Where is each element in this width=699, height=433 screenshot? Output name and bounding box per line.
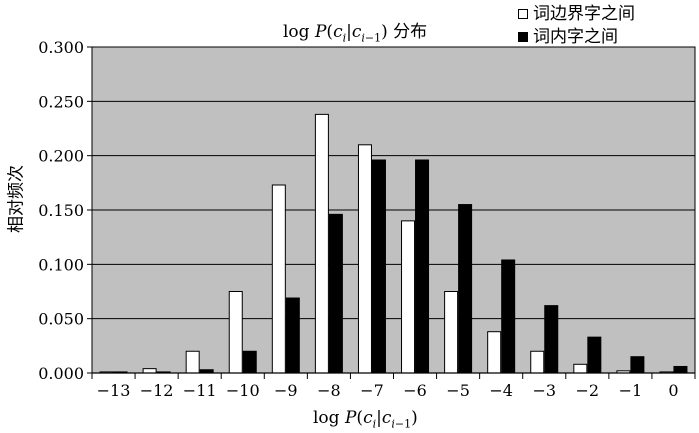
x-tick-label: −5 bbox=[446, 381, 470, 400]
legend: 词边界字之间 词内字之间 bbox=[518, 2, 635, 48]
x-axis-ticks: −13 −12 −11 −10 −9 −8 −7 −6 −5 −4 −3 −2 −1 0 bbox=[91, 372, 696, 400]
y-tick-label: 0.050 bbox=[38, 310, 84, 329]
legend-label-inner: 词内字之间 bbox=[533, 26, 618, 47]
plot-area bbox=[91, 46, 696, 374]
y-tick-label: 0.200 bbox=[38, 147, 84, 166]
bar-boundary bbox=[530, 350, 545, 374]
bar-boundary bbox=[487, 331, 502, 374]
x-axis-label: log P(ci|ci−1) bbox=[313, 408, 418, 431]
bar-boundary bbox=[314, 113, 329, 374]
x-tick-label: −11 bbox=[183, 381, 217, 400]
bar-boundary bbox=[357, 144, 372, 374]
bars bbox=[99, 113, 688, 374]
legend-swatch-white bbox=[518, 8, 528, 19]
x-tick-label: −2 bbox=[576, 381, 600, 400]
legend-swatch-black bbox=[518, 31, 528, 42]
bar-boundary bbox=[573, 363, 588, 374]
y-axis-ticks: 0.000 0.050 0.100 0.150 0.200 0.250 0.300 bbox=[38, 38, 92, 383]
x-tick-label: −1 bbox=[619, 381, 643, 400]
x-tick-label: −7 bbox=[360, 381, 384, 400]
y-tick-label: 0.000 bbox=[38, 364, 84, 383]
bar-boundary bbox=[401, 220, 416, 374]
bar-boundary bbox=[185, 350, 200, 374]
x-tick-label: −10 bbox=[226, 381, 260, 400]
y-axis-label: 相对频次 bbox=[6, 165, 27, 233]
x-tick-label: −4 bbox=[489, 381, 513, 400]
bar-inner bbox=[328, 213, 343, 374]
bar-inner bbox=[458, 204, 473, 374]
bar-inner bbox=[673, 365, 688, 374]
y-tick-label: 0.250 bbox=[38, 92, 84, 111]
x-tick-label: −12 bbox=[140, 381, 174, 400]
legend-label-boundary: 词边界字之间 bbox=[533, 3, 635, 24]
bar-boundary bbox=[444, 291, 459, 374]
x-tick-label: −3 bbox=[532, 381, 556, 400]
bar-inner bbox=[371, 159, 386, 374]
bar-boundary bbox=[271, 184, 286, 374]
bar-inner bbox=[415, 159, 430, 374]
chart-title: log P(ci|ci−1) 分布 bbox=[283, 22, 428, 45]
bar-inner bbox=[501, 259, 516, 374]
bar-inner bbox=[285, 297, 300, 374]
x-tick-label: −9 bbox=[274, 381, 298, 400]
y-tick-label: 0.300 bbox=[38, 38, 84, 57]
bar-inner bbox=[587, 336, 602, 374]
legend-item-inner: 词内字之间 bbox=[518, 25, 635, 48]
y-tick-label: 0.100 bbox=[38, 255, 84, 274]
bar-boundary bbox=[228, 291, 243, 374]
legend-item-boundary: 词边界字之间 bbox=[518, 2, 635, 25]
x-tick-label: −8 bbox=[317, 381, 341, 400]
x-tick-label: −6 bbox=[403, 381, 427, 400]
x-tick-label: −13 bbox=[97, 381, 131, 400]
x-tick-label: 0 bbox=[668, 381, 678, 400]
bar-inner bbox=[630, 356, 645, 374]
y-tick-label: 0.150 bbox=[38, 201, 84, 220]
bar-inner bbox=[544, 305, 559, 374]
bar-boundary bbox=[142, 368, 157, 374]
bar-inner bbox=[242, 350, 257, 374]
